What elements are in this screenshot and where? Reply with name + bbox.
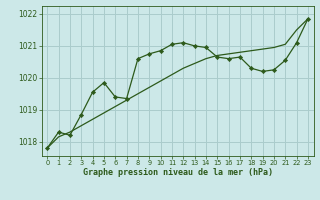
X-axis label: Graphe pression niveau de la mer (hPa): Graphe pression niveau de la mer (hPa) <box>83 168 273 177</box>
